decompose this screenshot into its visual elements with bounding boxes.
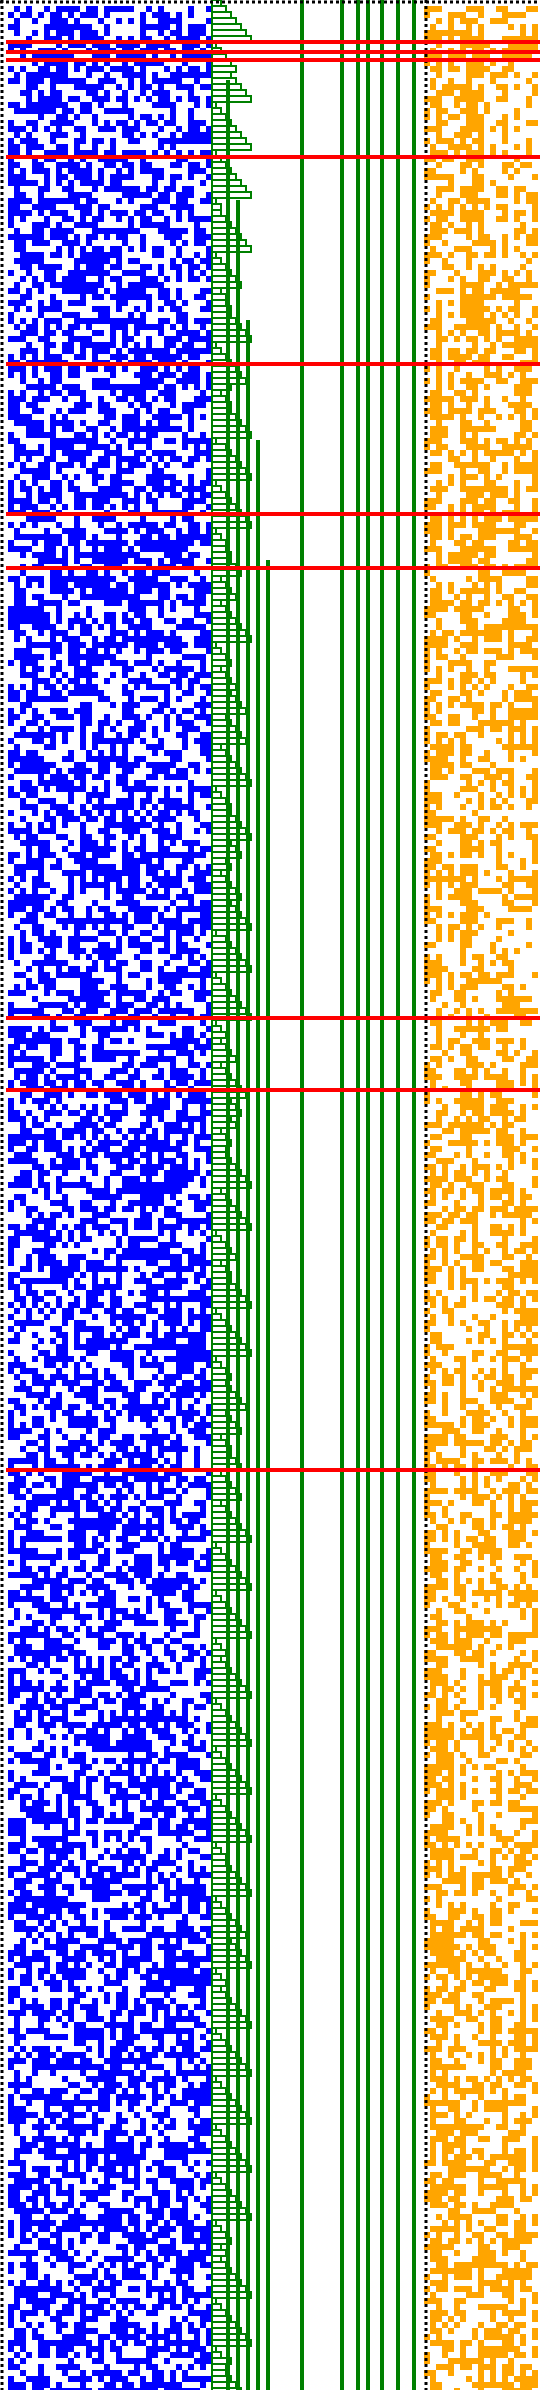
red-separator: [6, 155, 540, 159]
red-separator: [6, 512, 540, 516]
green-column: [366, 0, 370, 2390]
green-column: [236, 200, 240, 2390]
red-separators: [6, 40, 540, 1472]
red-separator: [6, 1088, 540, 1092]
red-separator: [6, 58, 540, 62]
green-column: [300, 0, 304, 2390]
red-separator: [6, 1468, 540, 1472]
red-separator: [6, 40, 540, 44]
green-columns: [226, 0, 416, 2390]
green-column: [412, 0, 416, 2390]
red-separator: [6, 566, 540, 570]
orange-cell-region: [424, 6, 538, 2390]
green-column: [266, 560, 270, 2390]
red-separator: [6, 50, 540, 54]
green-column: [256, 440, 260, 2390]
green-column: [246, 320, 250, 2390]
green-column: [340, 0, 344, 2390]
blue-cell-region: [8, 6, 212, 2390]
green-column: [226, 80, 230, 2390]
orange-cells: [424, 6, 538, 2390]
red-separator: [6, 1016, 540, 1020]
green-column: [356, 0, 360, 2390]
blue-cells: [8, 6, 212, 2390]
green-column: [380, 0, 384, 2390]
red-separator: [6, 362, 540, 366]
green-column: [396, 0, 400, 2390]
